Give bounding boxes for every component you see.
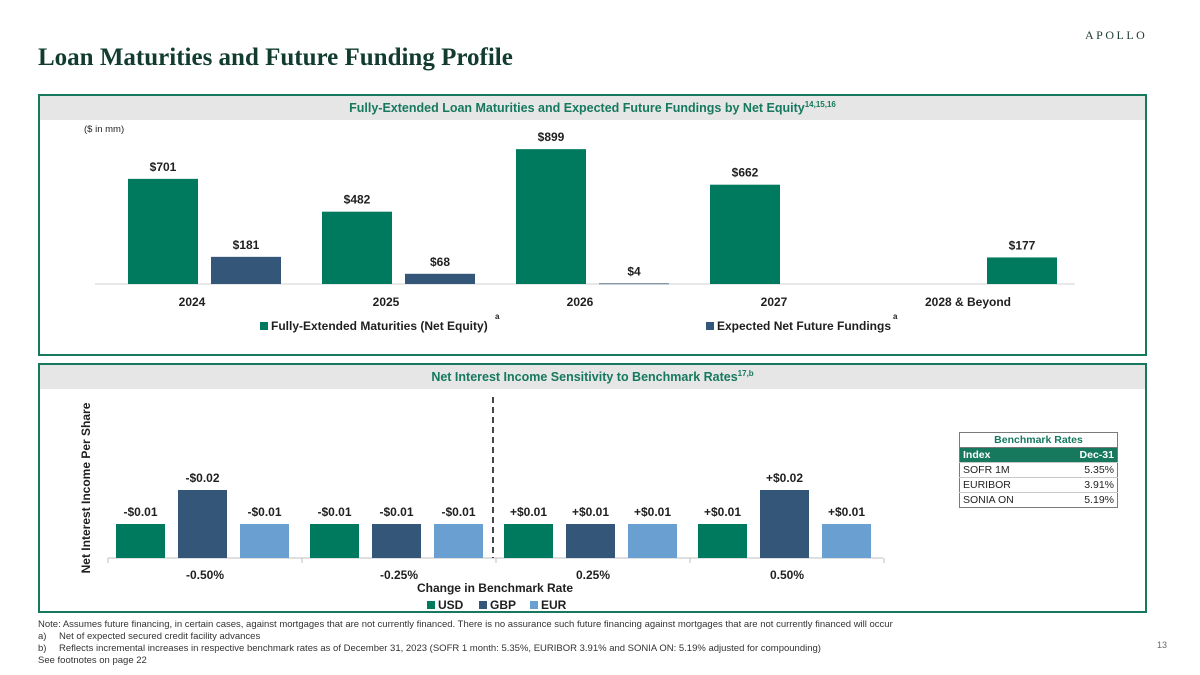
loan-maturities-title-footnote: 14,15,16 <box>804 99 836 109</box>
table-row: SONIA ON 5.19% <box>959 492 1118 508</box>
footnote-note: Note: Assumes future financing, in certa… <box>38 619 893 630</box>
nii-data-label: -$0.01 <box>441 505 475 519</box>
benchmark-table-caption: Benchmark Rates <box>959 432 1118 448</box>
page-title: Loan Maturities and Future Funding Profi… <box>38 44 513 71</box>
maturity-data-label: $899 <box>538 130 565 144</box>
nii-data-label: -$0.01 <box>123 505 157 519</box>
maturity-data-label: $482 <box>344 193 371 207</box>
nii-gbp-bar <box>372 524 421 558</box>
nii-usd-bar <box>698 524 747 558</box>
benchmark-rates-table: Benchmark Rates Index Dec-31 SOFR 1M 5.3… <box>959 432 1118 508</box>
x-tick-label: 2026 <box>567 295 594 309</box>
unit-note: ($ in mm) <box>84 124 125 135</box>
page-number: 13 <box>1157 640 1168 650</box>
footnote-item: a) Net of expected secured credit facili… <box>38 631 1118 643</box>
nii-usd-bar <box>116 524 165 558</box>
footnote-marker: b) <box>38 643 47 654</box>
legend-label-eur: EUR <box>541 598 567 611</box>
funding-bar <box>599 283 669 285</box>
x-tick-label: -0.25% <box>380 568 418 582</box>
legend-footnote-marker: a <box>893 312 898 321</box>
loan-maturities-title-text: Fully-Extended Loan Maturities and Expec… <box>349 101 805 115</box>
funding-bar <box>211 256 281 284</box>
nii-data-label: +$0.01 <box>828 505 865 519</box>
legend-label-usd: USD <box>438 598 464 611</box>
nii-data-label: -$0.01 <box>379 505 413 519</box>
nii-eur-bar <box>240 524 289 558</box>
loan-maturities-chart: $701 $181 2024 $482 $68 2025 $899 $4 2026 $662 202… <box>95 130 1075 333</box>
benchmark-index-name: EURIBOR <box>959 477 1052 493</box>
benchmark-header-index: Index <box>959 447 1052 463</box>
table-row: EURIBOR 3.91% <box>959 477 1118 493</box>
funding-data-label: $68 <box>430 255 450 269</box>
x-tick-label: -0.50% <box>186 568 224 582</box>
legend-label-gbp: GBP <box>490 598 516 611</box>
nii-sensitivity-title-text: Net Interest Income Sensitivity to Bench… <box>431 370 738 384</box>
benchmark-rate-value: 3.91% <box>1051 477 1118 493</box>
benchmark-index-name: SONIA ON <box>959 492 1052 508</box>
nii-data-label: -$0.01 <box>247 505 281 519</box>
x-tick-label: 2024 <box>179 295 206 309</box>
maturity-bar <box>128 178 198 284</box>
nii-eur-bar <box>628 524 677 558</box>
maturity-bar <box>322 211 392 284</box>
nii-usd-bar <box>504 524 553 558</box>
legend-swatch-eur <box>530 601 538 609</box>
funding-bar <box>405 273 475 284</box>
legend-swatch-maturities <box>260 322 268 330</box>
funding-data-label: $4 <box>627 264 641 278</box>
brand-logo-text: APOLLO <box>1085 28 1148 42</box>
nii-data-label: +$0.01 <box>634 505 671 519</box>
footnote-text: Net of expected secured credit facility … <box>59 631 261 642</box>
nii-sensitivity-chart: -$0.01 -$0.02 -$0.01 -0.50% -$0.01 -$0.01 -$0.… <box>79 397 885 611</box>
maturity-bar <box>987 257 1057 284</box>
loan-maturities-panel-title: Fully-Extended Loan Maturities and Expec… <box>40 96 1145 120</box>
footnote-item: b) Reflects incremental increases in res… <box>38 643 1118 655</box>
nii-sensitivity-panel-title: Net Interest Income Sensitivity to Bench… <box>40 365 1145 389</box>
footnote-marker: a) <box>38 631 47 642</box>
footnotes: Note: Assumes future financing, in certa… <box>38 619 1118 667</box>
nii-eur-bar <box>434 524 483 558</box>
nii-data-label: +$0.01 <box>572 505 609 519</box>
loan-maturities-panel: Fully-Extended Loan Maturities and Expec… <box>38 94 1147 356</box>
legend-label-fundings: Expected Net Future Fundings <box>717 319 891 333</box>
maturity-data-label: $701 <box>150 160 177 174</box>
nii-data-label: +$0.01 <box>510 505 547 519</box>
x-tick-label: 0.25% <box>576 568 610 582</box>
nii-data-label: +$0.02 <box>766 471 803 485</box>
table-row: SOFR 1M 5.35% <box>959 462 1118 478</box>
nii-sensitivity-panel: Net Interest Income Sensitivity to Bench… <box>38 363 1147 613</box>
funding-data-label: $181 <box>233 238 260 252</box>
nii-data-label: -$0.02 <box>185 471 219 485</box>
x-axis-title: Change in Benchmark Rate <box>417 581 573 595</box>
nii-gbp-bar <box>760 490 809 558</box>
benchmark-index-name: SOFR 1M <box>959 462 1052 478</box>
benchmark-rate-value: 5.35% <box>1051 462 1118 478</box>
benchmark-header-date: Dec-31 <box>1051 447 1118 463</box>
maturity-bar <box>516 149 586 284</box>
footnote-text: Reflects incremental increases in respec… <box>59 643 821 654</box>
legend-swatch-gbp <box>479 601 487 609</box>
legend-label-maturities: Fully-Extended Maturities (Net Equity) <box>271 319 488 333</box>
y-axis-title: Net Interest Income Per Share <box>79 402 93 573</box>
nii-sensitivity-title-footnote: 17,b <box>737 368 754 378</box>
x-tick-label: 2027 <box>761 295 788 309</box>
x-tick-label: 2028 & Beyond <box>925 295 1011 309</box>
legend-swatch-usd <box>427 601 435 609</box>
maturity-data-label: $177 <box>1009 238 1036 252</box>
x-tick-label: 0.50% <box>770 568 804 582</box>
legend-footnote-marker: a <box>495 312 500 321</box>
nii-usd-bar <box>310 524 359 558</box>
nii-eur-bar <box>822 524 871 558</box>
maturity-bar <box>710 184 780 284</box>
nii-gbp-bar <box>178 490 227 558</box>
nii-data-label: -$0.01 <box>317 505 351 519</box>
nii-data-label: +$0.01 <box>704 505 741 519</box>
x-tick-label: 2025 <box>373 295 400 309</box>
maturity-data-label: $662 <box>732 166 759 180</box>
legend-swatch-fundings <box>706 322 714 330</box>
footnote-see-also: See footnotes on page 22 <box>38 655 147 666</box>
nii-gbp-bar <box>566 524 615 558</box>
benchmark-rate-value: 5.19% <box>1051 492 1118 508</box>
